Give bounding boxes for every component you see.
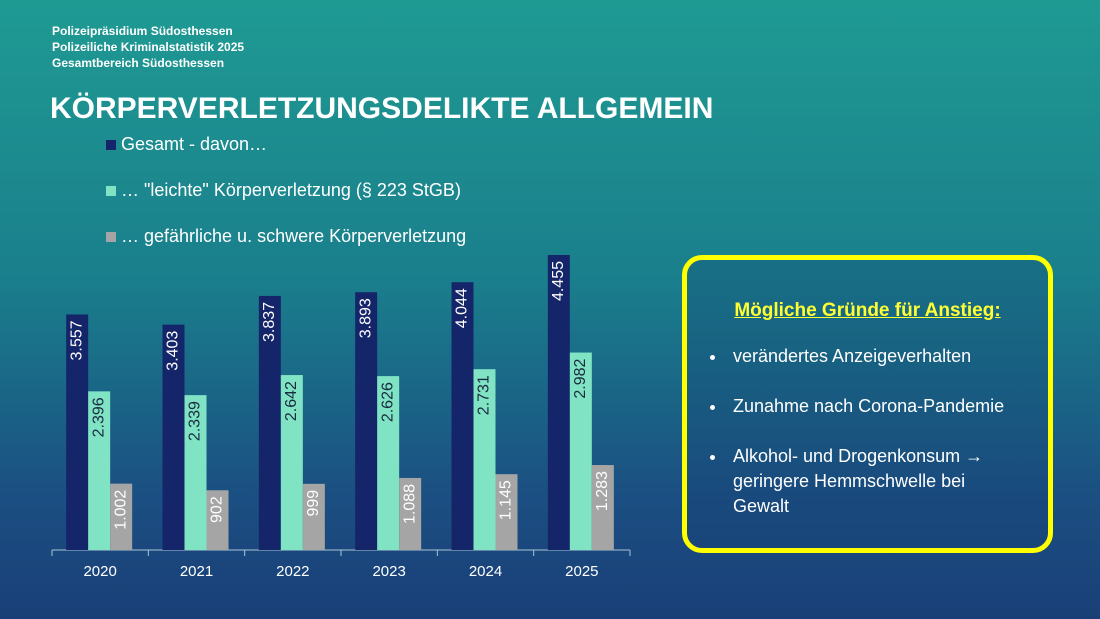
header-line: Polizeiliche Kriminalstatistik 2025 bbox=[52, 40, 245, 54]
value-label: 2.339 bbox=[187, 401, 204, 441]
bar bbox=[495, 474, 518, 550]
bar bbox=[377, 376, 400, 550]
value-label: 4.044 bbox=[454, 288, 471, 328]
bar bbox=[473, 369, 496, 550]
value-label: 3.837 bbox=[261, 302, 278, 342]
bar bbox=[66, 314, 89, 550]
bar bbox=[280, 375, 303, 550]
value-label: 1.283 bbox=[594, 471, 611, 511]
bar bbox=[569, 352, 592, 550]
bar bbox=[206, 490, 229, 550]
value-label: 1.088 bbox=[401, 484, 418, 524]
reason: verändertes Anzeigeverhalten bbox=[727, 344, 1013, 369]
bar bbox=[355, 292, 378, 550]
bar bbox=[162, 324, 185, 550]
x-tick-label: 2022 bbox=[276, 563, 309, 580]
bar bbox=[110, 483, 133, 550]
value-label: 2.642 bbox=[283, 381, 300, 421]
x-tick-label: 2025 bbox=[565, 563, 598, 580]
value-label: 4.455 bbox=[550, 261, 567, 301]
reasons-box: Mögliche Gründe für Anstieg: verändertes… bbox=[682, 255, 1053, 553]
legend-label: … gefährliche u. schwere Körperverletzun… bbox=[121, 226, 466, 246]
value-label: 1.145 bbox=[498, 480, 515, 520]
value-label: 999 bbox=[305, 490, 322, 517]
chart: Gesamt - davon… … "leichte" Körperverletz… bbox=[51, 134, 631, 580]
legend-label: Gesamt - davon… bbox=[121, 134, 267, 154]
header-line: Gesamtbereich Südosthessen bbox=[52, 56, 225, 70]
x-tick-label: 2020 bbox=[83, 563, 116, 580]
bar bbox=[547, 255, 570, 550]
value-label: 3.893 bbox=[357, 298, 374, 338]
box-heading: Mögliche Gründe für Anstieg: bbox=[734, 300, 1001, 321]
reasons-list: verändertes Anzeigeverhalten Zunahme nac… bbox=[687, 344, 1048, 519]
legend-swatch bbox=[106, 232, 116, 242]
x-tick-label: 2021 bbox=[180, 563, 213, 580]
value-label: 1.002 bbox=[112, 490, 129, 530]
bar bbox=[302, 483, 325, 550]
value-label: 2.626 bbox=[379, 382, 396, 422]
value-label: 3.557 bbox=[68, 320, 85, 360]
bar bbox=[451, 282, 474, 550]
bar bbox=[184, 395, 207, 550]
value-label: 2.396 bbox=[90, 397, 107, 437]
legend-swatch bbox=[106, 140, 116, 150]
slide-title: KÖRPERVERLETZUNGSDELIKTE ALLGEMEIN bbox=[50, 92, 714, 125]
x-tick-label: 2024 bbox=[469, 563, 502, 580]
legend-label: … "leichte" Körperverletzung (§ 223 StGB… bbox=[121, 180, 461, 200]
reason: Alkohol- und Drogenkonsum → geringere He… bbox=[727, 444, 1013, 519]
value-label: 2.731 bbox=[476, 375, 493, 415]
header-line: Polizeipräsidium Südosthessen bbox=[52, 24, 233, 38]
bar bbox=[258, 295, 281, 550]
reason: Zunahme nach Corona-Pandemie bbox=[727, 394, 1013, 419]
value-label: 3.403 bbox=[165, 331, 182, 371]
value-label: 902 bbox=[209, 496, 226, 523]
bar bbox=[88, 391, 111, 550]
bar bbox=[591, 465, 614, 550]
legend-swatch bbox=[106, 186, 116, 196]
bar bbox=[399, 477, 422, 550]
x-tick-label: 2023 bbox=[372, 563, 405, 580]
value-label: 2.982 bbox=[572, 358, 589, 398]
